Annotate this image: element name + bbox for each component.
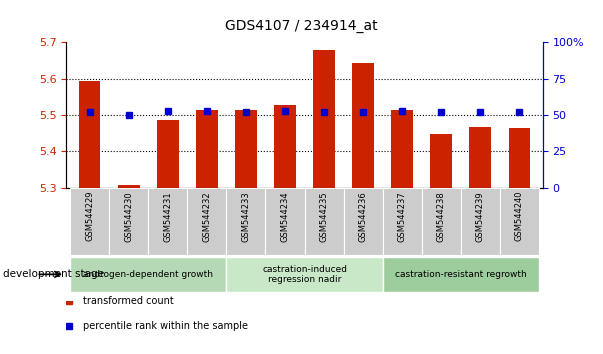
Bar [109,188,148,255]
Bar [391,110,413,188]
Bar [226,188,265,255]
Bar [188,188,226,255]
Bar [461,188,500,255]
Bar [383,188,421,255]
Text: GSM544234: GSM544234 [280,191,289,242]
Text: transformed count: transformed count [83,296,174,306]
Bar [421,188,461,255]
Bar [508,129,530,188]
Bar [470,127,491,188]
Text: GSM544233: GSM544233 [241,191,250,242]
Text: castration-resistant regrowth: castration-resistant regrowth [395,270,526,279]
Bar [352,63,374,188]
Bar [274,105,295,188]
Bar [148,188,188,255]
Bar [118,185,139,188]
Text: GSM544237: GSM544237 [397,191,406,242]
Text: percentile rank within the sample: percentile rank within the sample [83,321,248,331]
Text: androgen-dependent growth: androgen-dependent growth [83,270,213,279]
Bar [431,134,452,188]
Bar [70,188,109,255]
Bar [79,81,101,188]
Bar [70,257,226,292]
Bar [226,257,383,292]
Bar [235,110,257,188]
Text: GSM544240: GSM544240 [515,191,524,241]
Bar [383,257,539,292]
Text: GSM544236: GSM544236 [359,191,368,242]
Text: development stage: development stage [3,269,104,279]
Text: GSM544230: GSM544230 [124,191,133,242]
Text: GSM544229: GSM544229 [85,191,94,241]
Text: GSM544232: GSM544232 [203,191,212,242]
Bar [305,188,344,255]
Text: GSM544239: GSM544239 [476,191,485,242]
Bar [314,50,335,188]
Bar [500,188,539,255]
Bar [344,188,383,255]
Bar [157,120,178,188]
Bar [265,188,305,255]
Text: GDS4107 / 234914_at: GDS4107 / 234914_at [225,19,378,34]
Text: GSM544235: GSM544235 [320,191,329,242]
Text: GSM544238: GSM544238 [437,191,446,242]
Text: castration-induced
regression nadir: castration-induced regression nadir [262,265,347,284]
Text: GSM544231: GSM544231 [163,191,172,242]
Bar [196,110,218,188]
